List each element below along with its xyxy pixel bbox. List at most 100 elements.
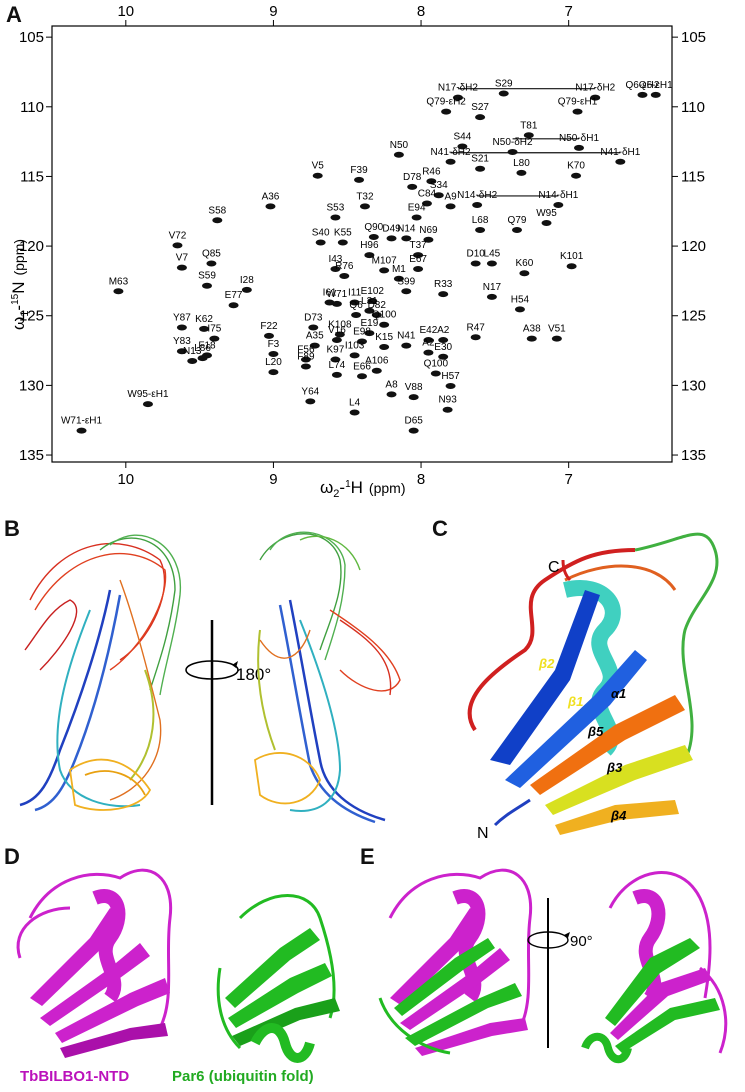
peak-marker (411, 214, 422, 221)
peak-marker (615, 158, 626, 165)
c-terminal-tail (561, 559, 572, 582)
peak-marker (199, 325, 210, 332)
peak-label: Q6 (349, 300, 363, 311)
peak-marker (371, 367, 382, 374)
peak-label: S29 (495, 79, 513, 90)
peak-label: N41 (397, 331, 416, 342)
peak-marker (541, 220, 552, 227)
peak-marker (379, 344, 390, 351)
peak-label: Q79 (508, 215, 527, 226)
peak-marker (457, 143, 468, 150)
peak-marker (445, 203, 456, 210)
peak-marker (197, 355, 208, 362)
y-tick-label-right: 125 (681, 308, 706, 325)
peak-label: N14-δH2 (457, 190, 497, 201)
peak-label: T37 (409, 240, 427, 251)
peak-marker (367, 298, 378, 305)
peak-label: K101 (560, 251, 584, 262)
peak-marker (475, 227, 486, 234)
peak-marker (572, 108, 583, 115)
peak-label: N50-δH1 (559, 133, 599, 144)
strand-beta5 (530, 695, 685, 795)
peak-label: S21 (471, 154, 489, 165)
peak-marker (309, 342, 320, 349)
peak-label: K55 (334, 228, 352, 239)
peak-marker (516, 169, 527, 176)
peak-label: R47 (466, 322, 485, 333)
peak-marker (176, 348, 187, 355)
peak-marker (202, 282, 212, 289)
peak-marker (519, 270, 530, 277)
tbbilbo1-ntd-cartoon (16, 868, 173, 1058)
panel-letter-c: C (432, 516, 448, 541)
peak-label: S44 (453, 131, 471, 142)
peak-marker (507, 149, 518, 156)
peak-marker (305, 398, 316, 405)
peak-label: S27 (471, 102, 489, 113)
peak-label: I28 (240, 275, 254, 286)
x-tick-label-bottom: 9 (269, 471, 277, 488)
peak-marker (408, 394, 419, 401)
panel-letter-b: B (4, 516, 20, 541)
peak-marker (441, 108, 452, 115)
peak-label: N14 (397, 223, 416, 234)
peak-marker (445, 383, 456, 390)
peak-label: Q79-εH2 (426, 97, 466, 108)
x-axis-label: ω2-1H (ppm) (320, 478, 405, 500)
peak-marker (475, 165, 486, 172)
peak-label: N41-δH2 (431, 147, 471, 158)
peak-label: M107 (372, 255, 397, 266)
peak-label: A2 (437, 325, 450, 336)
peak-marker (426, 178, 437, 185)
caption-par6: Par6 (ubiquitin fold) (172, 1068, 314, 1085)
peak-label: A36 (262, 191, 280, 202)
y-tick-label-right: 130 (681, 377, 706, 394)
label-beta5: β5 (587, 724, 604, 739)
peak-label: L68 (472, 215, 489, 226)
y-tick-label-right: 120 (681, 238, 706, 255)
peak-label: N13 (183, 346, 202, 357)
peak-marker (330, 266, 341, 273)
peak-label: S40 (312, 228, 330, 239)
superposition-panel-e: 90° (378, 868, 728, 1064)
peak-marker (113, 288, 124, 295)
peak-label: E98 (353, 326, 371, 337)
peak-label: S53 (327, 202, 345, 213)
peak-marker (264, 332, 274, 339)
y-tick-label-right: 135 (681, 447, 706, 464)
peak-label: Q6-εH1 (639, 80, 673, 91)
peak-label: S58 (208, 205, 226, 216)
peak-marker (438, 337, 449, 344)
n-terminus-label: N (477, 825, 489, 840)
peak-label: I43 (328, 254, 342, 265)
x-tick-label-top: 9 (269, 3, 277, 20)
peak-marker (349, 352, 360, 359)
peak-label: N50-δH2 (493, 137, 533, 148)
peak-marker (433, 192, 444, 199)
superposition-front (378, 868, 533, 1056)
peak-label: K70 (567, 161, 585, 172)
peak-marker (590, 94, 601, 101)
peak-label: H96 (360, 240, 379, 251)
peak-marker (498, 90, 509, 97)
peak-label: C84 (418, 189, 437, 200)
label-beta1: β1 (567, 694, 583, 709)
peak-marker (76, 427, 87, 434)
peak-label: Y64 (301, 386, 319, 397)
peak-marker (566, 263, 577, 270)
label-beta4: β4 (610, 808, 627, 823)
peak-label: Q85 (202, 248, 221, 259)
ensemble-right (254, 531, 401, 824)
peak-label: R46 (422, 166, 441, 177)
peak-label: L20 (265, 357, 282, 368)
peak-label: N17-δH2 (575, 83, 615, 94)
peak-label: I75 (207, 324, 221, 335)
hsqc-spectrum: 10 10 9 9 8 8 7 7 105 105 110 110 115 115 120 120 125 125… (9, 3, 706, 500)
peak-marker (523, 132, 534, 139)
peak-label: W95 (536, 208, 557, 219)
peak-marker (300, 356, 311, 363)
peak-marker (331, 371, 342, 378)
peak-label: D10 (466, 248, 485, 259)
peak-label: N93 (438, 395, 457, 406)
peak-label: E66 (353, 361, 371, 372)
